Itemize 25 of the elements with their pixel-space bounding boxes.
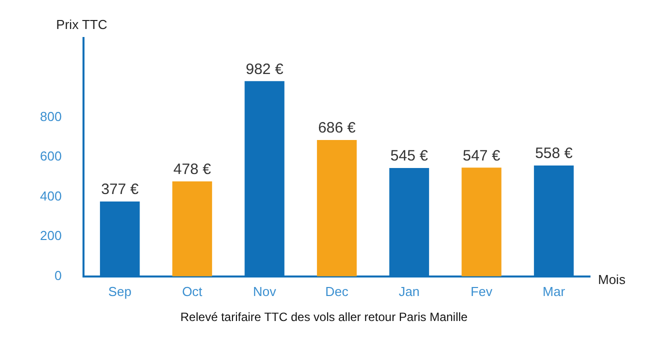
bar	[316, 140, 357, 276]
data-label: 547 €	[462, 147, 501, 164]
x-tick-label: Nov	[252, 284, 277, 299]
y-tick-label: 800	[40, 108, 62, 124]
bar	[172, 181, 212, 276]
data-label: 377 €	[101, 181, 140, 198]
x-tick-label: Mar	[542, 284, 566, 299]
x-tick-label: Oct	[182, 284, 203, 299]
y-tick-label: 600	[40, 148, 62, 164]
x-tick-label: Jan	[398, 284, 420, 299]
data-label: 478 €	[173, 161, 212, 178]
y-tick-label: 0	[54, 268, 62, 283]
bar	[462, 168, 502, 276]
x-tick-label: Sep	[108, 284, 132, 299]
y-axis-title: Prix TTC	[56, 16, 108, 32]
data-label: 545 €	[390, 148, 429, 165]
x-axis-title: Mois	[598, 272, 626, 287]
data-label: 982 €	[246, 60, 284, 78]
y-tick-label: 200	[40, 228, 62, 244]
x-tick-label: Fev	[470, 284, 493, 299]
text: Relevé tarifaire TTC des vols aller retour Paris Manille	[179, 310, 469, 324]
data-label: 686 €	[318, 120, 356, 137]
y-tick-label: 400	[40, 188, 62, 204]
x-tick-label: Dec	[325, 284, 349, 299]
data-label: 558 €	[535, 145, 574, 162]
